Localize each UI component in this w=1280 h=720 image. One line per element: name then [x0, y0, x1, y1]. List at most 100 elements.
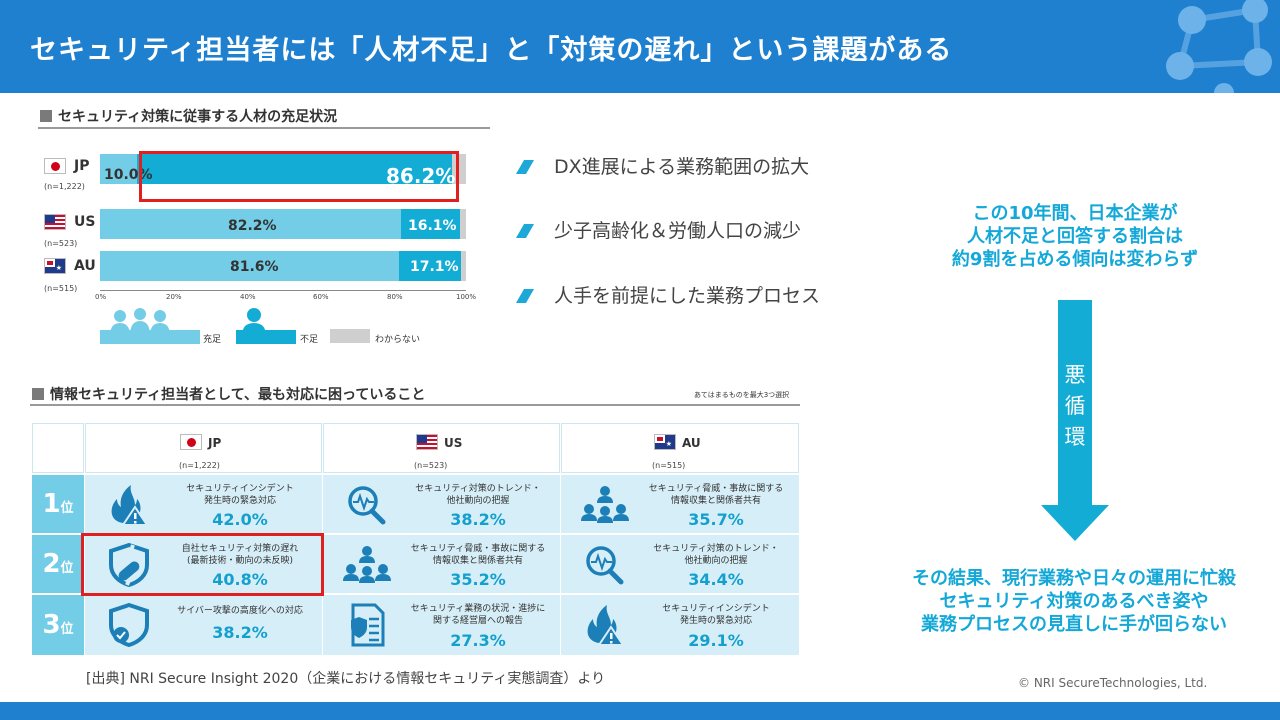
us-flag-icon [44, 214, 66, 230]
arrow-char: 循 [1064, 394, 1086, 418]
table-cell-3-us: セキュリティ業務の状況・進捗に 関する経営層への報告 27.3% [323, 595, 560, 655]
bar-au-sufficient [100, 251, 399, 281]
chart-heading: セキュリティ対策に従事する人材の充足状況 [40, 106, 337, 126]
row-n-au: (n=515) [44, 284, 78, 293]
slash-bullet-icon [515, 160, 535, 174]
column-n: (n=523) [414, 461, 448, 470]
table-cell-2-jp: 自社セキュリティ対策の遅れ (最新技術・動向の未反映) 40.8% [85, 535, 322, 593]
reason-item: DX進展による業務範囲の拡大 [515, 152, 810, 179]
rank-num: 2 [42, 549, 61, 579]
rank-unit: 位 [60, 622, 74, 637]
molecule-decoration-icon [1166, 0, 1272, 93]
item-percentage: 35.2% [450, 570, 506, 589]
heading-square-icon [40, 110, 52, 122]
table-heading-text: 情報セキュリティ担当者として、最も対応に困っていること [50, 387, 426, 403]
column-n: (n=1,222) [179, 461, 220, 470]
item-line: 情報収集と関係者共有 [670, 496, 761, 506]
table-heading-rule [30, 404, 800, 406]
column-code: US [444, 436, 463, 450]
x-tick-40: 40% [240, 293, 256, 301]
x-tick-0: 0% [95, 293, 107, 301]
shortage-person-icon [236, 308, 296, 344]
row-label-au: AU [74, 258, 96, 274]
chart-heading-rule [38, 127, 490, 129]
bar-jp-unknown [452, 154, 466, 184]
copyright: © NRI SecureTechnologies, Ltd. [1018, 676, 1208, 690]
item-line: セキュリティインシデント [662, 604, 770, 614]
japan-flag-icon [44, 158, 66, 174]
header-bar: セキュリティ担当者には「人材不足」と「対策の遅れ」という課題がある [0, 0, 1280, 93]
item-line: セキュリティ対策のトレンド・ [415, 484, 541, 494]
value-label-us-shortage: 16.1% [408, 218, 457, 234]
column-code: AU [682, 436, 701, 450]
rank-3-cell: 3位 [32, 595, 84, 655]
chart-heading-text: セキュリティ対策に従事する人材の充足状況 [58, 109, 338, 125]
column-header-us: US (n=523) [323, 423, 560, 473]
broken-shield-icon [109, 543, 149, 587]
x-axis-line [100, 290, 466, 291]
item-line: セキュリティインシデント [186, 484, 294, 494]
row-n-us: (n=523) [44, 239, 78, 248]
table-cell-1-jp: セキュリティインシデント 発生時の緊急対応 42.0% [85, 475, 322, 533]
item-line: セキュリティ業務の状況・進捗に [410, 604, 546, 614]
callout-bottom-line: 業務プロセスの見直しに手が回らない [921, 614, 1227, 635]
bar-us-sufficient [100, 209, 401, 239]
item-line: 他社動向の把握 [446, 496, 510, 506]
item-percentage: 34.4% [688, 570, 744, 589]
item-line: セキュリティ脅威・事故に関する [410, 544, 546, 554]
arrow-char: 悪 [1064, 363, 1086, 387]
item-line: セキュリティ対策のトレンド・ [653, 544, 779, 554]
people-network-icon [581, 486, 629, 523]
vicious-cycle-label: 悪 循 環 [1058, 360, 1092, 453]
callout-top: この10年間、日本企業が 人材不足と回答する割合は 約9割を占める傾向は変わらず [900, 202, 1250, 271]
x-tick-20: 20% [166, 293, 182, 301]
item-percentage: 29.1% [688, 631, 744, 650]
magnifier-pulse-icon [586, 546, 624, 585]
item-percentage: 27.3% [450, 631, 506, 650]
item-percentage: 40.8% [212, 570, 268, 589]
rank-unit: 位 [60, 561, 74, 576]
legend-shortage: 不足 [300, 335, 319, 345]
table-cell-3-jp: サイバー攻撃の高度化への対応 38.2% [85, 595, 322, 655]
row-label-jp: JP [74, 158, 90, 174]
reason-text: 人手を前提にした業務プロセス [554, 285, 821, 307]
item-line: 他社動向の把握 [684, 556, 748, 566]
bar-au-shortage [398, 251, 462, 281]
item-line: 発生時の緊急対応 [203, 496, 276, 506]
report-shield-icon [351, 603, 385, 647]
item-text: セキュリティインシデント 発生時の緊急対応 [641, 603, 791, 627]
x-tick-60: 60% [313, 293, 329, 301]
australia-flag-icon: ★ [654, 434, 676, 450]
callout-top-line: 約9割を占める傾向は変わらず [951, 249, 1199, 270]
sufficient-people-icon [100, 308, 200, 344]
x-tick-100: 100% [456, 293, 477, 301]
item-percentage: 42.0% [212, 510, 268, 529]
callout-bottom: その結果、現行業務や日々の運用に忙殺 セキュリティ対策のあるべき姿や 業務プロセ… [870, 567, 1278, 636]
reason-text: DX進展による業務範囲の拡大 [554, 156, 810, 178]
table-heading: 情報セキュリティ担当者として、最も対応に困っていること [32, 384, 425, 404]
rank-num: 1 [42, 489, 61, 519]
fire-warning-icon [111, 485, 149, 526]
heading-square-icon [32, 388, 44, 400]
callout-bottom-line: その結果、現行業務や日々の運用に忙殺 [912, 568, 1236, 589]
item-line: 情報収集と関係者共有 [432, 556, 523, 566]
australia-flag-icon: ★ [44, 258, 66, 274]
table-cell-2-us: セキュリティ脅威・事故に関する 情報収集と関係者共有 35.2% [323, 535, 560, 593]
item-text: 自社セキュリティ対策の遅れ (最新技術・動向の未反映) [165, 543, 315, 567]
item-line: セキュリティ脅威・事故に関する [648, 484, 784, 494]
value-label-jp-shortage: 86.2% [386, 164, 456, 188]
row-label-us: US [74, 214, 96, 230]
down-arrow-head-icon [1041, 505, 1109, 541]
down-arrow-icon [1058, 300, 1092, 505]
column-header-au: ★ AU (n=515) [561, 423, 799, 473]
item-line: 発生時の緊急対応 [679, 616, 752, 626]
value-label-au-shortage: 17.1% [410, 259, 459, 275]
item-text: セキュリティ脅威・事故に関する 情報収集と関係者共有 [403, 543, 553, 567]
slide-title: セキュリティ担当者には「人材不足」と「対策の遅れ」という課題がある [30, 35, 953, 66]
bar-us-unknown [459, 209, 466, 239]
slash-bullet-icon [515, 289, 535, 303]
reason-item: 人手を前提にした業務プロセス [515, 281, 821, 308]
rank-2-cell: 2位 [32, 535, 84, 593]
item-percentage: 38.2% [450, 510, 506, 529]
